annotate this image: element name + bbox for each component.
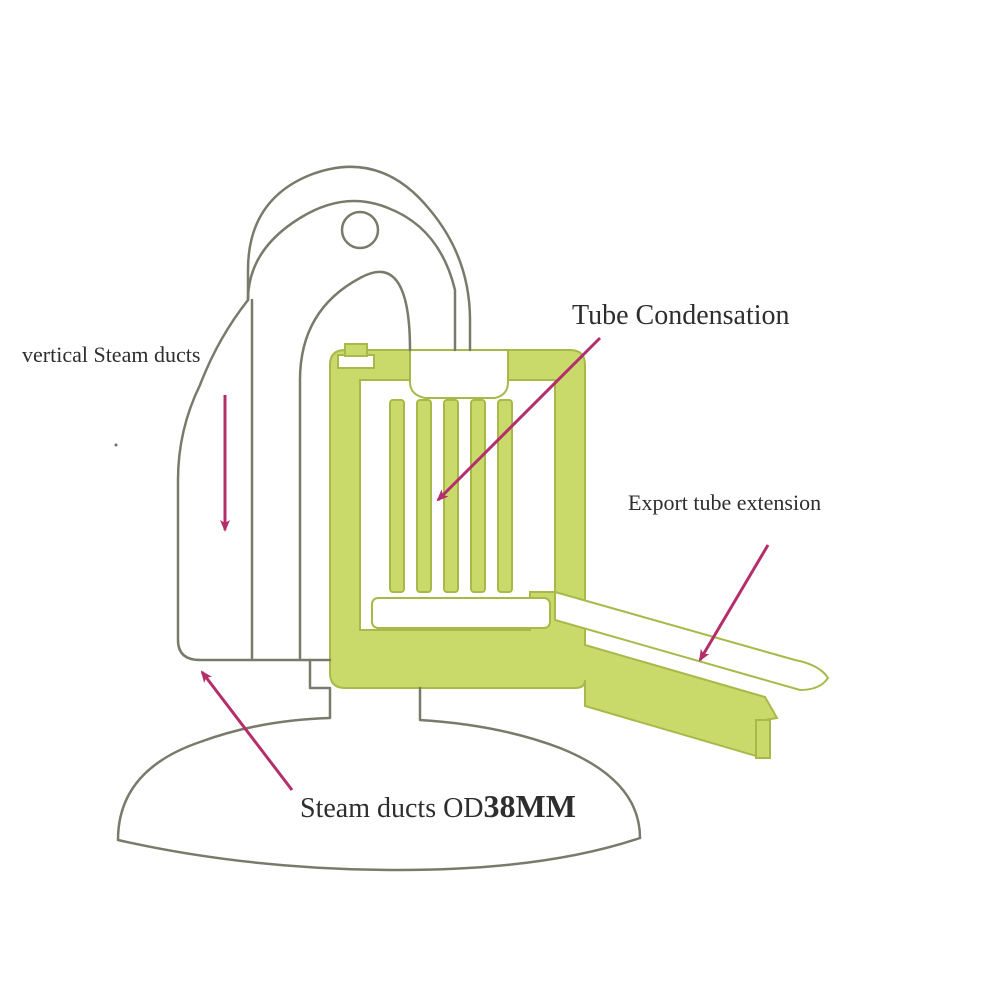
label-vertical-steam-ducts: vertical Steam ducts xyxy=(22,342,200,368)
artifact-dot xyxy=(115,444,118,447)
label-export-tube-extension: Export tube extension xyxy=(628,490,821,516)
label-steam-ducts-od-prefix: Steam ducts OD xyxy=(300,793,484,824)
label-steam-ducts-od: Steam ducts OD38MM xyxy=(300,788,576,825)
label-tube-condensation: Tube Condensation xyxy=(572,300,790,332)
label-steam-ducts-od-bold: 38MM xyxy=(484,788,576,824)
